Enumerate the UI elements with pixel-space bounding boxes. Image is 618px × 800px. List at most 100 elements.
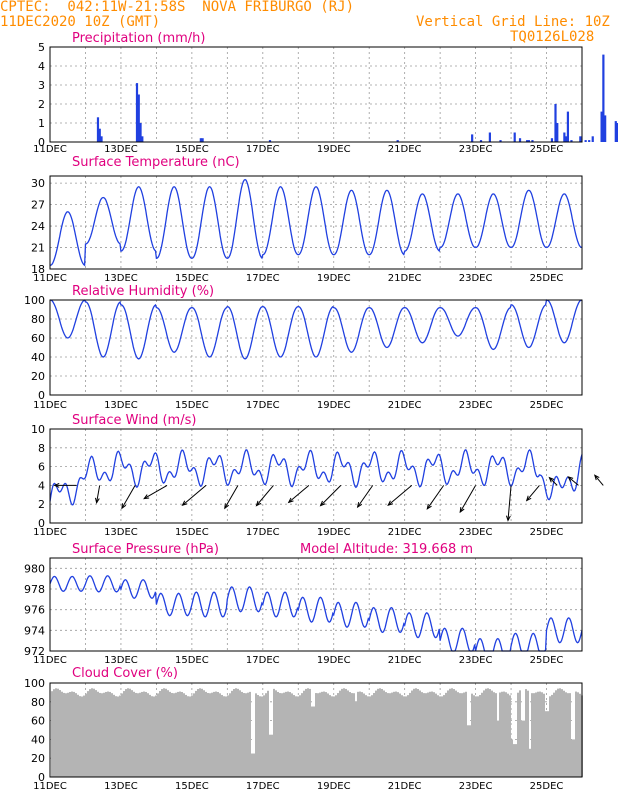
precip-bar xyxy=(604,115,607,142)
cloud-bar xyxy=(157,693,159,777)
y-tick-label: 4 xyxy=(38,479,45,492)
cloud-bar xyxy=(439,696,441,777)
cloud-bar xyxy=(563,690,565,777)
cloud-bar xyxy=(213,691,215,777)
wind-arrow xyxy=(387,485,413,506)
cloud-bar xyxy=(217,692,219,777)
precip-bar xyxy=(531,140,534,142)
cloud-bar xyxy=(115,696,117,777)
cloud-bar xyxy=(465,691,467,777)
cloud-bar xyxy=(179,691,181,777)
cloud-bar xyxy=(579,693,581,777)
cloud-bar xyxy=(323,691,325,777)
cloud-bar xyxy=(451,688,453,777)
cloud-bar xyxy=(349,692,351,777)
cloud-bar xyxy=(209,693,211,777)
cloud-bar xyxy=(473,695,475,777)
cloud-bar xyxy=(557,688,559,777)
cloud-bar xyxy=(535,692,537,777)
cloud-bar xyxy=(449,688,451,777)
cloud-bar xyxy=(127,688,129,777)
cloud-bar xyxy=(77,694,79,777)
x-tick-label: 17DEC xyxy=(246,273,280,284)
precip-bar xyxy=(602,54,605,142)
cloud-bar xyxy=(51,691,53,777)
cloud-bar xyxy=(169,691,171,777)
cloud-bar xyxy=(371,695,373,777)
cloud-bar xyxy=(105,691,107,777)
y-tick-label: 80 xyxy=(31,313,45,326)
header-right1: Vertical Grid Line: 10Z xyxy=(416,14,610,30)
cloud-bar xyxy=(281,693,283,777)
y-tick-label: 1 xyxy=(38,117,45,130)
cloud-bar xyxy=(391,692,393,777)
y-tick-label: 20 xyxy=(31,370,45,383)
x-tick-label: 17DEC xyxy=(246,527,280,538)
series-line xyxy=(49,299,583,360)
wind-arrow xyxy=(143,484,168,500)
cloud-bar xyxy=(79,696,81,777)
cloud-bar xyxy=(267,690,269,777)
cloud-bar xyxy=(303,690,305,777)
cloud-bar xyxy=(251,753,253,777)
cloud-bar xyxy=(207,693,209,777)
x-tick-label: 23DEC xyxy=(459,273,493,284)
precip-bar xyxy=(499,140,502,142)
cloud-bar xyxy=(511,739,513,777)
wind-arrow-head xyxy=(593,474,600,481)
cloud-bar xyxy=(377,688,379,777)
cloud-bar xyxy=(315,693,317,777)
cloud-bar xyxy=(569,693,571,777)
x-tick-label: 13DEC xyxy=(104,655,138,666)
precip-bar xyxy=(513,132,516,142)
cloud-bar xyxy=(561,689,563,777)
cloud-bar xyxy=(55,688,57,777)
cloud-bar xyxy=(183,693,185,777)
x-tick-label: 17DEC xyxy=(246,781,280,792)
cloud-bar xyxy=(523,720,525,777)
cloud-bar xyxy=(399,693,401,777)
cloud-bar xyxy=(515,744,517,777)
cloud-bar xyxy=(393,691,395,777)
y-tick-label: 0 xyxy=(38,136,45,149)
cloud-bar xyxy=(313,706,315,777)
cloud-bar xyxy=(239,690,241,777)
cloud-bar xyxy=(389,693,391,777)
wind-arrow-head xyxy=(287,497,294,504)
wind-arrow xyxy=(288,485,310,503)
wind-arrow xyxy=(568,476,579,486)
cloud-bar xyxy=(543,693,545,777)
x-tick-label: 21DEC xyxy=(388,655,422,666)
cloud-bar xyxy=(529,748,531,777)
x-tick-label: 19DEC xyxy=(317,400,351,411)
cloud-bar xyxy=(547,711,549,777)
x-tick-label: 11DEC xyxy=(33,273,67,284)
precip-bar xyxy=(137,94,140,142)
wind-arrow-head xyxy=(387,500,394,507)
cloud-bar xyxy=(197,689,199,777)
wind-arrow-head xyxy=(181,500,188,507)
x-tick-label: 19DEC xyxy=(317,527,351,538)
x-tick-label: 19DEC xyxy=(317,781,351,792)
wind-arrow-head xyxy=(94,497,100,504)
x-tick-label: 11DEC xyxy=(33,144,67,155)
cloud-bar xyxy=(337,693,339,777)
cloud-bar xyxy=(237,688,239,777)
cloud-bar xyxy=(487,688,489,777)
precip-bar xyxy=(556,123,559,142)
cloud-bar xyxy=(171,692,173,777)
wind-arrow xyxy=(507,485,512,521)
y-tick-label: 30 xyxy=(31,177,45,190)
x-tick-label: 21DEC xyxy=(388,273,422,284)
x-tick-label: 21DEC xyxy=(388,527,422,538)
panel-frame xyxy=(49,175,583,270)
x-tick-label: 17DEC xyxy=(246,144,280,155)
x-tick-label: 15DEC xyxy=(175,144,209,155)
y-tick-label: 6 xyxy=(38,461,45,474)
y-tick-label: 0 xyxy=(38,517,45,530)
cloud-bar xyxy=(75,693,77,777)
cloud-bar xyxy=(295,696,297,777)
panel-title: Relative Humidity (%) xyxy=(72,284,214,299)
cloud-bar xyxy=(509,695,511,777)
cloud-bar xyxy=(139,692,141,777)
